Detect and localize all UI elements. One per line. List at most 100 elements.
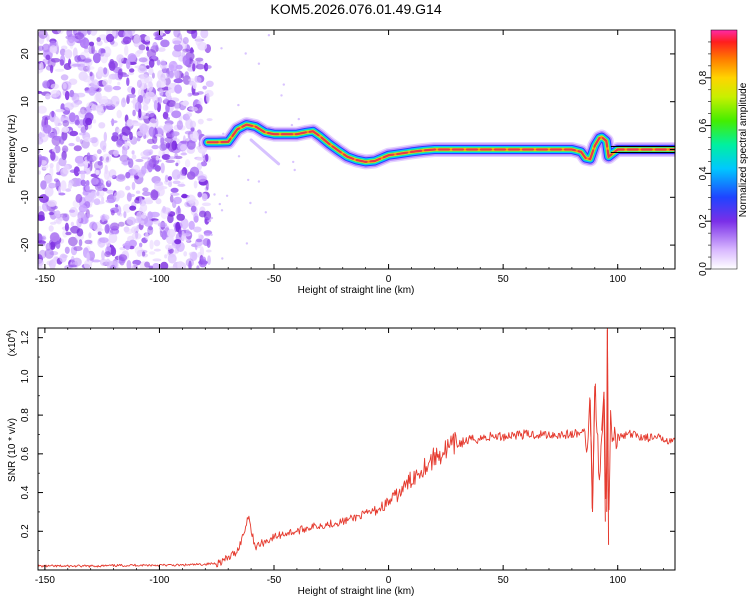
colorbar-tick-label: 0.2 [698, 214, 709, 228]
noise-dot [210, 233, 213, 236]
noise-blob [62, 213, 70, 222]
noise-blob [38, 214, 45, 221]
noise-blob [47, 57, 56, 68]
noise-blob [137, 88, 144, 98]
noise-dot [247, 178, 250, 182]
noise-blob [42, 43, 51, 53]
noise-blob [50, 232, 60, 243]
noise-blob [140, 74, 150, 85]
colorbar-tick-label: 0.6 [698, 118, 709, 132]
noise-blob [136, 211, 142, 223]
noise-blob [197, 233, 202, 240]
noise-blob [128, 158, 134, 169]
noise-blob [192, 63, 196, 72]
noise-blob [45, 93, 51, 100]
noise-blob [178, 229, 182, 238]
noise-blob [58, 192, 66, 196]
noise-blob [86, 64, 91, 73]
noise-blob [110, 95, 120, 107]
noise-blob [197, 59, 201, 67]
noise-blob [85, 185, 91, 192]
noise-blob [151, 55, 157, 60]
noise-blob [189, 120, 197, 129]
noise-blob [96, 190, 100, 197]
noise-blob [46, 34, 50, 42]
noise-blob [151, 144, 159, 150]
noise-blob [141, 165, 147, 175]
noise-blob [106, 33, 115, 43]
noise-blob [139, 123, 149, 134]
noise-blob [184, 159, 191, 168]
y-tick-label: 1.2 [20, 330, 31, 344]
noise-blob [129, 131, 133, 141]
spectral-ridge [200, 117, 675, 170]
noise-blob [103, 131, 108, 142]
noise-blob [44, 186, 54, 197]
noise-blob [128, 193, 136, 198]
noise-blob [104, 251, 111, 258]
noise-blob [54, 116, 59, 127]
noise-blob [175, 221, 181, 233]
noise-blob [176, 241, 185, 252]
noise-blob [38, 30, 48, 39]
noise-blob [133, 34, 142, 45]
noise-blob [204, 216, 214, 220]
noise-blob [117, 68, 123, 80]
noise-blob [102, 153, 112, 164]
noise-blob [162, 205, 167, 213]
spectrogram-y-axis-label: Frequency (Hz) [7, 115, 18, 184]
noise-blob [141, 212, 147, 219]
noise-blob [174, 102, 180, 110]
noise-blob [126, 93, 136, 99]
colorbar-ticks: 0.0 0.2 0.4 0.6 0.8 [698, 41, 711, 276]
snr-spike [606, 329, 610, 545]
x-tick-label: -50 [267, 575, 282, 586]
noise-blob [56, 161, 60, 173]
noise-blob [148, 226, 153, 231]
noise-blob [141, 96, 150, 106]
noise-dot [292, 160, 295, 164]
noise-blob [53, 219, 60, 224]
noise-blob [145, 91, 156, 100]
noise-blob [158, 150, 162, 158]
noise-blob [132, 109, 136, 117]
noise-blob [142, 104, 149, 111]
noise-blob [40, 160, 47, 166]
noise-blob [143, 219, 153, 227]
noise-blob [196, 162, 203, 171]
noise-blob [38, 90, 43, 94]
noise-blob [136, 249, 142, 257]
noise-blob [173, 78, 184, 84]
noise-blob [122, 203, 132, 213]
noise-blob [169, 194, 174, 203]
y-tick-label: 1.0 [20, 369, 31, 383]
spectrogram-x-axis-label: Height of straight line (km) [298, 285, 415, 296]
noise-blob [62, 120, 70, 127]
noise-blob [175, 162, 179, 167]
noise-blob [177, 183, 186, 187]
noise-blob [97, 160, 103, 166]
noise-blob [164, 85, 169, 93]
noise-blob [55, 240, 61, 249]
noise-blob [44, 248, 54, 259]
noise-blob [186, 30, 197, 34]
noise-blob [200, 161, 208, 167]
noise-blob [131, 87, 136, 95]
noise-blob [63, 102, 74, 111]
noise-blob [91, 104, 98, 112]
noise-blob [125, 171, 131, 179]
noise-blob [101, 215, 105, 223]
colorbar: 0.0 0.2 0.4 0.6 0.8 Normalized spectral ampl… [698, 29, 749, 276]
noise-blob [106, 189, 115, 194]
noise-region [38, 30, 300, 269]
noise-blob [181, 193, 188, 199]
noise-blob [192, 81, 197, 89]
noise-blob [189, 92, 193, 97]
noise-blob [137, 95, 144, 104]
noise-blob [138, 57, 148, 63]
colorbar-tick-label: 0.4 [698, 166, 709, 180]
noise-blob [188, 220, 195, 230]
noise-blob [50, 83, 59, 90]
noise-blob [205, 180, 209, 191]
noise-blob [172, 131, 178, 142]
